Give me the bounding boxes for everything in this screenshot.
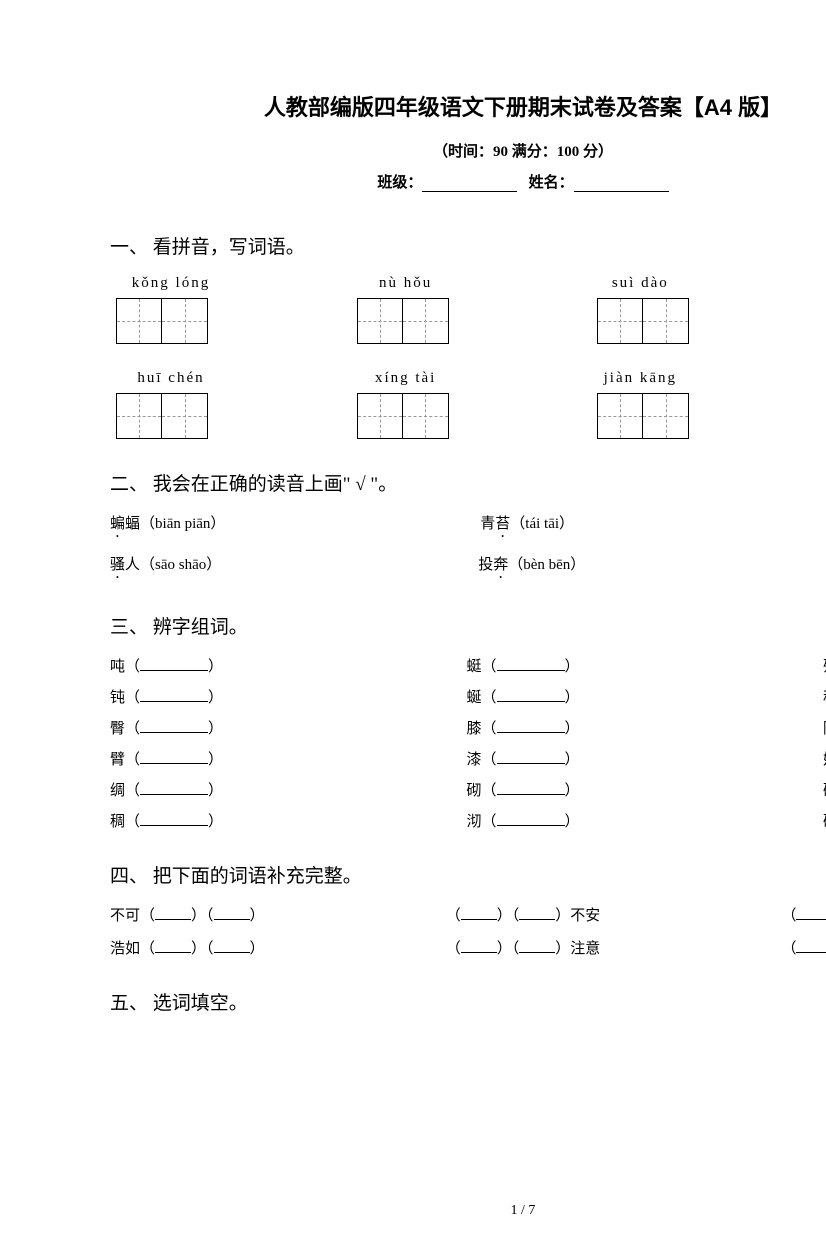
class-label: 班级： <box>377 175 422 191</box>
box-row-2 <box>110 393 826 439</box>
pinyin-2-3: jiàn kāng <box>585 370 695 387</box>
pinyin-1-4: nà mǐ <box>820 275 826 292</box>
pinyin-1-3: suì dào <box>585 275 695 292</box>
q4-item: （）（）而安 <box>781 937 826 958</box>
q3-row: 臂（）漆（）妨（） <box>110 748 826 769</box>
pinyin-1-2: nù hǒu <box>351 275 461 292</box>
answer-blank[interactable] <box>140 657 208 671</box>
answer-blank[interactable] <box>140 750 208 764</box>
q4-item: （）（）可惜 <box>781 904 826 925</box>
q3-item: 吨（） <box>110 655 223 676</box>
section-1-heading: 一、 看拼音，写词语。 <box>110 232 826 259</box>
q3-row: 稠（）沏（）硕（） <box>110 810 826 831</box>
q3-row: 吨（）蜓（）殃（） <box>110 655 826 676</box>
char-box-pair[interactable] <box>597 298 689 344</box>
box-row-1 <box>110 298 826 344</box>
q2-item: 青苔（tái tāi） <box>480 512 574 541</box>
pinyin-2-1: huī chén <box>116 370 226 387</box>
q3-item: 臂（） <box>110 748 223 769</box>
q3-row: 臀（）膝（）防（） <box>110 717 826 738</box>
q3-item: 绸（） <box>110 779 223 800</box>
section-4-heading: 四、 把下面的词语补充完整。 <box>110 861 826 888</box>
q3-item: 漆（） <box>466 748 579 769</box>
student-info-line: 班级： 姓名： <box>110 171 826 192</box>
q4-row-1: 不可（）（） （）（）不安 （）（）可惜 <box>110 904 826 925</box>
answer-blank[interactable] <box>497 781 565 795</box>
pinyin-2-4: bèn zhòng <box>820 370 826 387</box>
q3-item: 钝（） <box>110 686 223 707</box>
pinyin-2-2: xíng tài <box>351 370 461 387</box>
q3-item: 蜓（） <box>466 655 579 676</box>
section-5-heading: 五、 选词填空。 <box>110 988 826 1015</box>
q3-item: 砌（） <box>466 779 579 800</box>
section-1: 一、 看拼音，写词语。 kǒng lóng nù hǒu suì dào nà … <box>110 232 826 439</box>
q2-item: 骚人（sāo shāo） <box>110 553 221 582</box>
answer-blank[interactable] <box>497 719 565 733</box>
name-label: 姓名： <box>529 175 574 191</box>
section-4: 四、 把下面的词语补充完整。 不可（）（） （）（）不安 （）（）可惜 浩如（）… <box>110 861 826 958</box>
pinyin-row-1: kǒng lóng nù hǒu suì dào nà mǐ <box>110 275 826 292</box>
q3-row: 绸（）砌（）砚（） <box>110 779 826 800</box>
q3-row: 钝（）蜒（）秧（） <box>110 686 826 707</box>
q4-row-2: 浩如（）（） （）（）注意 （）（）而安 <box>110 937 826 958</box>
section-3-heading: 三、 辨字组词。 <box>110 612 826 639</box>
section-3: 三、 辨字组词。 吨（）蜓（）殃（）钝（）蜒（）秧（）臀（）膝（）防（）臂（）漆… <box>110 612 826 831</box>
q2-row-1: 蝙蝠（biān piān） 青苔（tái tāi） 逊色（sùn xùn） <box>110 512 826 541</box>
q3-item: 沏（） <box>466 810 579 831</box>
answer-blank[interactable] <box>497 812 565 826</box>
answer-blank[interactable] <box>497 688 565 702</box>
section-2-heading: 二、 我会在正确的读音上画" √ "。 <box>110 469 826 496</box>
section-5: 五、 选词填空。 <box>110 988 826 1015</box>
q4-item: 不可（）（） <box>110 904 265 925</box>
name-blank[interactable] <box>574 176 669 192</box>
q3-item: 膝（） <box>466 717 579 738</box>
answer-blank[interactable] <box>497 657 565 671</box>
section-2: 二、 我会在正确的读音上画" √ "。 蝙蝠（biān piān） 青苔（tái… <box>110 469 826 582</box>
class-blank[interactable] <box>422 176 517 192</box>
q3-item: 臀（） <box>110 717 223 738</box>
q3-item: 蜒（） <box>466 686 579 707</box>
q2-row-2: 骚人（sāo shāo） 投奔（bèn bēn） 劳累（lèi lěi） <box>110 553 826 582</box>
q2-item: 蝙蝠（biān piān） <box>110 512 225 541</box>
answer-blank[interactable] <box>497 750 565 764</box>
q4-item: （）（）不安 <box>446 904 601 925</box>
q4-item: 浩如（）（） <box>110 937 265 958</box>
q2-item: 投奔（bèn bēn） <box>478 553 585 582</box>
pinyin-1-1: kǒng lóng <box>116 275 226 292</box>
exam-title: 人教部编版四年级语文下册期末试卷及答案【A4 版】 <box>110 90 826 122</box>
char-box-pair[interactable] <box>597 393 689 439</box>
pinyin-row-2: huī chén xíng tài jiàn kāng bèn zhòng <box>110 370 826 387</box>
char-box-pair[interactable] <box>357 298 449 344</box>
answer-blank[interactable] <box>140 719 208 733</box>
char-box-pair[interactable] <box>357 393 449 439</box>
exam-subtitle: （时间：90 满分：100 分） <box>110 140 826 161</box>
q3-item: 稠（） <box>110 810 223 831</box>
char-box-pair[interactable] <box>116 393 208 439</box>
answer-blank[interactable] <box>140 781 208 795</box>
q4-item: （）（）注意 <box>446 937 601 958</box>
char-box-pair[interactable] <box>116 298 208 344</box>
page-number: 1 / 7 <box>110 1203 826 1219</box>
answer-blank[interactable] <box>140 812 208 826</box>
answer-blank[interactable] <box>140 688 208 702</box>
page: 人教部编版四年级语文下册期末试卷及答案【A4 版】 （时间：90 满分：100 … <box>110 90 826 1259</box>
